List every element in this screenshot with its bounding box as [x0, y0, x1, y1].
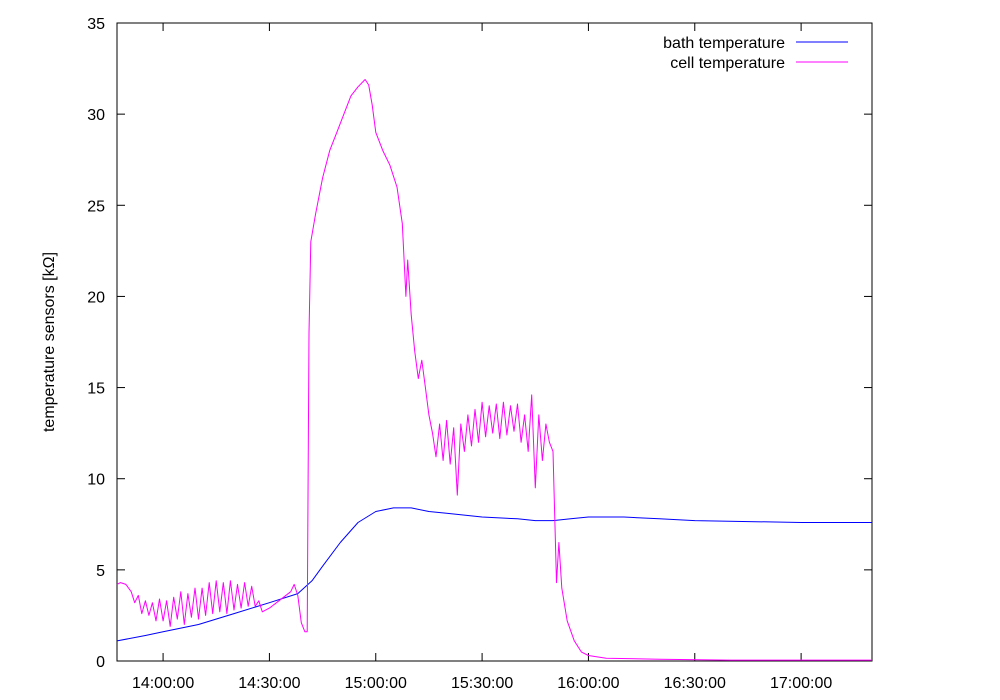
- y-tick-label: 0: [96, 654, 105, 671]
- y-tick-label: 10: [87, 472, 105, 489]
- x-tick-label: 15:30:00: [451, 675, 513, 692]
- x-tick-label: 14:30:00: [238, 675, 300, 692]
- x-tick-label: 16:00:00: [557, 675, 619, 692]
- legend-label-cell-temperature: cell temperature: [670, 55, 785, 72]
- plot-frame: [116, 22, 873, 662]
- series-line-cell-temperature: [116, 79, 872, 661]
- y-axis-label: temperature sensors [kΩ]: [41, 252, 58, 432]
- x-tick-label: 14:00:00: [132, 675, 194, 692]
- legend-label-bath-temperature: bath temperature: [663, 35, 785, 52]
- x-tick-label: 15:00:00: [345, 675, 407, 692]
- y-tick-label: 20: [87, 289, 105, 306]
- y-tick-label: 25: [87, 198, 105, 215]
- series-layer: [116, 79, 872, 661]
- legend: bath temperature cell temperature: [663, 35, 848, 72]
- y-tick-label: 15: [87, 381, 105, 398]
- y-axis: 0 5 10 15 20 25 30 35: [87, 16, 872, 671]
- series-line-bath-temperature: [116, 507, 872, 642]
- x-tick-label: 17:00:00: [770, 675, 832, 692]
- x-tick-label: 16:30:00: [664, 675, 726, 692]
- y-tick-label: 5: [96, 563, 105, 580]
- x-axis: 14:00:00 14:30:00 15:00:00 15:30:00 16:00:00…: [132, 23, 832, 692]
- y-tick-label: 30: [87, 107, 105, 124]
- y-tick-label: 35: [87, 16, 105, 33]
